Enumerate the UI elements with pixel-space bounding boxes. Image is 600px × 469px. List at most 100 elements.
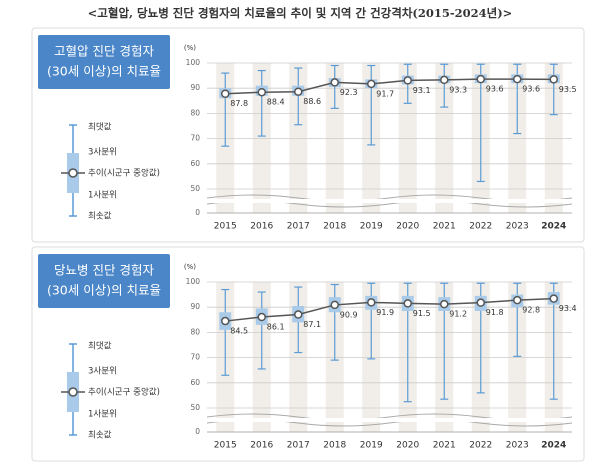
x-tick-label: 2024 [541, 222, 566, 232]
median-marker [476, 74, 485, 84]
axis-break-gap [207, 418, 572, 422]
x-tick-label: 2017 [287, 222, 310, 232]
legend-label: 최솟값 [88, 430, 112, 441]
x-tick-label: 2021 [433, 441, 456, 451]
legend-label: 추이(시군구 중앙값) [88, 387, 160, 398]
x-tick-label: 2023 [506, 441, 529, 451]
median-label: 91.9 [376, 308, 394, 317]
legend-label: 최댓값 [88, 122, 112, 133]
median-label: 87.1 [303, 320, 321, 329]
x-tick-label: 2019 [360, 441, 383, 451]
axis-break-gap [207, 199, 572, 203]
y-tick-label: 70 [190, 134, 200, 143]
median-marker [367, 79, 376, 89]
y-tick-label: 100 [186, 58, 201, 67]
y-tick-label: 60 [190, 159, 200, 168]
y-tick-label: 100 [186, 277, 201, 286]
median-label: 92.3 [340, 88, 358, 97]
median-marker [221, 89, 230, 98]
y-tick-label: 70 [190, 353, 200, 362]
x-tick-label: 2015 [214, 222, 237, 232]
legend-label: 최댓값 [88, 341, 112, 352]
legend-label: 추이(시군구 중앙값) [88, 168, 160, 179]
y-tick-label: 0 [195, 208, 200, 217]
y-tick-label: 60 [190, 378, 200, 387]
median-label: 90.9 [340, 310, 358, 319]
median-marker [221, 316, 230, 326]
column-stripe [544, 63, 563, 213]
legend-label: 1사분위 [88, 191, 117, 201]
x-tick-label: 2016 [250, 441, 273, 451]
y-unit: (%) [184, 44, 196, 52]
x-tick-label: 2023 [506, 222, 529, 232]
x-tick-label: 2018 [323, 441, 346, 451]
panel-label-box [38, 254, 170, 308]
median-marker [403, 299, 412, 308]
x-tick-label: 2022 [469, 441, 492, 451]
median-marker [440, 299, 449, 309]
median-marker [294, 310, 303, 319]
median-label: 87.8 [230, 99, 248, 108]
x-tick-label: 2016 [250, 222, 273, 232]
y-unit: (%) [184, 263, 196, 271]
column-stripe [508, 282, 527, 432]
column-stripe [325, 63, 344, 213]
median-marker [513, 74, 522, 84]
median-label: 91.2 [449, 310, 467, 319]
median-marker [257, 87, 266, 97]
median-marker [330, 78, 339, 87]
x-tick-label: 2018 [323, 222, 346, 232]
median-marker [513, 295, 522, 305]
median-label: 84.5 [230, 327, 248, 336]
median-label: 92.8 [522, 306, 540, 315]
y-tick-label: 0 [195, 427, 200, 436]
panel [31, 27, 585, 243]
column-stripe [398, 63, 417, 213]
legend-marker [68, 387, 78, 397]
median-line [225, 297, 554, 322]
panel-label: (30세 이상)의 치료율 [47, 283, 161, 298]
median-label: 93.6 [486, 85, 504, 94]
panel-label: 고혈압 진단 경험자 [54, 44, 154, 59]
median-marker [294, 87, 303, 96]
legend-label: 3사분위 [88, 148, 117, 158]
panel-label-box [38, 35, 170, 89]
median-marker [476, 298, 485, 307]
median-line [225, 78, 554, 95]
median-label: 86.1 [267, 323, 285, 332]
median-label: 93.4 [559, 304, 577, 313]
y-tick-label: 90 [190, 83, 200, 92]
median-label: 93.3 [449, 85, 467, 94]
x-tick-label: 2020 [396, 441, 419, 451]
median-label: 88.4 [267, 98, 285, 107]
median-label: 91.7 [376, 89, 394, 98]
median-marker [549, 294, 558, 303]
x-tick-label: 2024 [541, 441, 566, 451]
median-label: 91.5 [413, 309, 431, 318]
x-tick-label: 2019 [360, 222, 383, 232]
y-tick-label: 80 [190, 108, 200, 117]
median-label: 93.5 [559, 85, 577, 94]
y-tick-label: 80 [190, 327, 200, 336]
median-marker [440, 75, 449, 85]
x-tick-label: 2017 [287, 441, 310, 451]
panel-label: 당뇨병 진단 경험자 [54, 263, 154, 278]
median-label: 91.8 [486, 308, 504, 317]
median-marker [403, 76, 412, 85]
page-title: <고혈압, 당뇨병 진단 경험자의 치료율의 추이 및 지역 간 건강격차(20… [88, 6, 513, 20]
x-tick-label: 2022 [469, 222, 492, 232]
median-marker [549, 75, 558, 84]
x-tick-label: 2020 [396, 222, 419, 232]
y-tick-label: 50 [190, 184, 200, 193]
column-stripe [289, 63, 308, 213]
y-tick-label: 90 [190, 302, 200, 311]
panel [31, 246, 585, 462]
column-stripe [435, 63, 454, 213]
median-marker [330, 300, 339, 310]
legend-label: 1사분위 [88, 410, 117, 420]
x-tick-label: 2015 [214, 441, 237, 451]
y-tick-label: 50 [190, 403, 200, 412]
x-tick-label: 2021 [433, 222, 456, 232]
median-label: 93.1 [413, 86, 431, 95]
legend-label: 최솟값 [88, 211, 112, 222]
